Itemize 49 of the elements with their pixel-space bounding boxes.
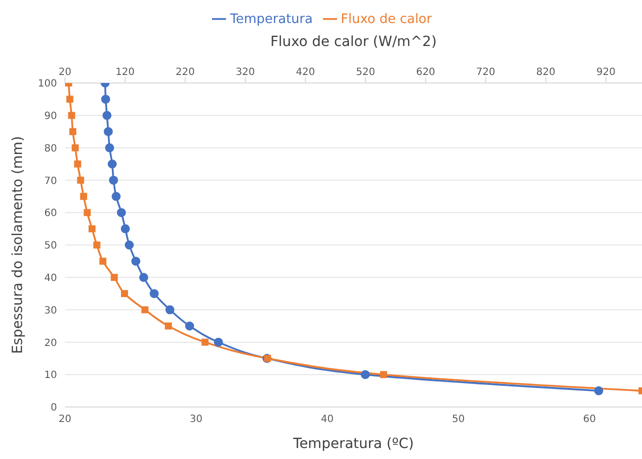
x2-tick-label: 220 (176, 67, 195, 78)
y-tick-label: 10 (44, 370, 57, 382)
point (185, 322, 194, 330)
point (101, 94, 110, 104)
x2-axis-title: Fluxo de calor (W/m^2) (270, 34, 437, 50)
point (165, 305, 174, 314)
y-tick-label: 0 (50, 402, 57, 414)
x2-tick-label: 320 (236, 67, 255, 78)
x-tick-label: 30 (190, 414, 203, 426)
x2-tick-label: 520 (356, 67, 376, 78)
point (131, 256, 140, 266)
y-tick-label: 40 (44, 272, 57, 284)
point (102, 110, 112, 120)
y-tick-label: 90 (44, 110, 57, 122)
x-axis-title: Temperatura (ºC) (292, 436, 414, 452)
y-tick-label: 80 (44, 143, 57, 154)
x2-tick-label: 120 (116, 67, 135, 78)
point (214, 338, 223, 347)
x2-tick-label: 620 (416, 67, 436, 78)
y-tick-label: 60 (44, 208, 57, 220)
x2-tick-label: 20 (58, 67, 72, 78)
point (124, 240, 134, 250)
point (120, 224, 130, 234)
point (105, 143, 114, 152)
y-tick-label: 50 (44, 240, 57, 252)
point (116, 208, 126, 218)
point (150, 289, 159, 298)
y-tick-label: 30 (44, 305, 57, 316)
x-tick-label: 20 (58, 414, 72, 426)
point (594, 386, 604, 396)
x2-tick-label: 920 (596, 67, 616, 78)
y-tick-label: 70 (44, 176, 57, 187)
y-axis-title: Espessura do isolamento (mm) (10, 136, 26, 354)
y-tick-label: 100 (38, 78, 57, 90)
point (108, 160, 117, 168)
point (112, 192, 121, 201)
x2-tick-label: 720 (476, 67, 496, 78)
y-tick-label: 20 (44, 338, 57, 349)
legend-label: Fluxo de calor (340, 12, 432, 27)
point (360, 370, 370, 380)
legend-label: Temperatura (230, 12, 313, 27)
x-tick-label: 60 (583, 414, 596, 426)
point (109, 176, 118, 185)
x-tick-label: 40 (320, 414, 334, 426)
point (139, 272, 148, 282)
x2-tick-label: 820 (536, 67, 556, 78)
point (104, 127, 113, 136)
x2-tick-label: 420 (296, 67, 315, 78)
x-tick-label: 50 (452, 414, 465, 426)
